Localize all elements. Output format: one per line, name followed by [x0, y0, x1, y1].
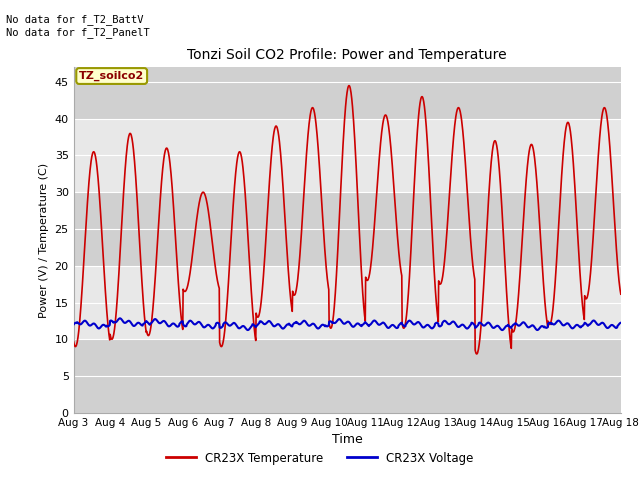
- Y-axis label: Power (V) / Temperature (C): Power (V) / Temperature (C): [39, 162, 49, 318]
- Text: TZ_soilco2: TZ_soilco2: [79, 71, 145, 81]
- Bar: [74, 266, 621, 339]
- Bar: [74, 339, 621, 413]
- X-axis label: Time: Time: [332, 433, 363, 446]
- Legend: CR23X Temperature, CR23X Voltage: CR23X Temperature, CR23X Voltage: [162, 447, 478, 469]
- Title: Tonzi Soil CO2 Profile: Power and Temperature: Tonzi Soil CO2 Profile: Power and Temper…: [188, 48, 507, 62]
- Bar: [74, 192, 621, 266]
- Text: No data for f_T2_BattV
No data for f_T2_PanelT: No data for f_T2_BattV No data for f_T2_…: [6, 14, 150, 38]
- Bar: [74, 45, 621, 119]
- Bar: [74, 119, 621, 192]
